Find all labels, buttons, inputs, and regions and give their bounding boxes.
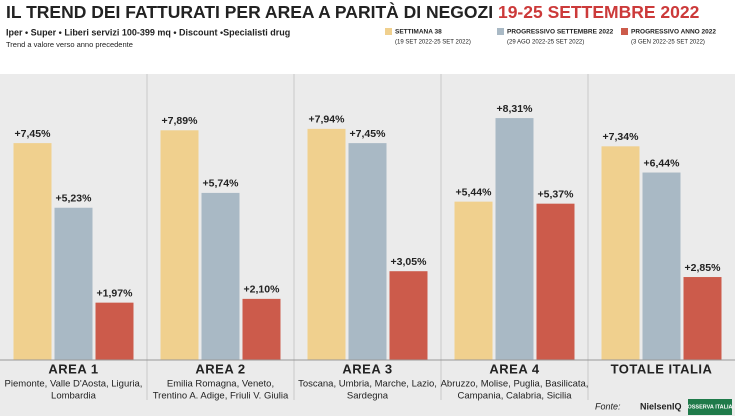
bar [601, 146, 640, 360]
value-label: +1,97% [97, 287, 134, 299]
category-note: Sardegna [347, 391, 389, 402]
legend-period: (3 GEN 2022-25 SET 2022) [631, 40, 705, 46]
value-label: +7,94% [309, 114, 346, 126]
value-label: +6,44% [644, 157, 681, 169]
value-label: +5,74% [203, 178, 240, 190]
bar [683, 277, 722, 360]
legend-label: PROGRESSIVO SETTEMBRE 2022 [507, 29, 614, 36]
x-tick-label: TOTALE ITALIA [611, 361, 713, 376]
bar [54, 207, 93, 360]
title-text: IL TREND DEI FATTURATI PER AREA A PARITÀ… [6, 1, 493, 22]
value-label: +5,44% [456, 186, 493, 198]
legend-swatch [497, 28, 504, 35]
bar [201, 192, 240, 360]
source-label: Fonte: [595, 401, 621, 411]
bar [536, 203, 575, 360]
category-note: Abruzzo, Molise, Puglia, Basilicata, [441, 379, 589, 390]
x-tick-label: AREA 3 [342, 361, 392, 376]
x-tick-label: AREA 4 [489, 361, 539, 376]
bar [242, 298, 281, 360]
source: OSSERVA ITALIA [687, 404, 732, 410]
x-tick-label: AREA 2 [195, 361, 245, 376]
category-note: Toscana, Umbria, Marche, Lazio, [298, 379, 437, 390]
category-note: Lombardia [51, 391, 97, 402]
x-tick-label: AREA 1 [48, 361, 98, 376]
legend-label: SETTIMANA 38 [395, 29, 442, 36]
category-note: Trentino A. Adige, Friuli V. Giulia [153, 391, 289, 402]
value-label: +7,89% [162, 115, 199, 127]
bar [454, 201, 493, 360]
value-label: +7,45% [350, 128, 387, 140]
subtitle-note: Trend a valore verso anno precedente [6, 40, 133, 49]
category-note: Piemonte, Valle D'Aosta, Liguria, [5, 379, 143, 390]
bar [348, 143, 387, 360]
category-note: Emilia Romagna, Veneto, [167, 379, 274, 390]
legend-period: (29 AGO 2022-25 SET 2022) [507, 40, 584, 46]
bar [160, 130, 199, 360]
bar [307, 128, 346, 360]
value-label: +7,34% [603, 131, 640, 143]
bar [642, 172, 681, 360]
legend-period: (19 SET 2022-25 SET 2022) [395, 40, 471, 46]
value-label: +7,45% [15, 128, 52, 140]
legend-label: PROGRESSIVO ANNO 2022 [631, 29, 716, 36]
subtitle: Iper • Super • Liberi servizi 100-399 mq… [6, 27, 290, 37]
value-label: +3,05% [391, 256, 428, 268]
legend-swatch [621, 28, 628, 35]
value-label: +2,10% [244, 284, 281, 296]
bar [495, 118, 534, 360]
chart-title: IL TREND DEI FATTURATI PER AREA A PARITÀ… [6, 1, 700, 22]
source: NielsenIQ [640, 401, 682, 411]
legend-swatch [385, 28, 392, 35]
value-label: +5,23% [56, 193, 93, 205]
value-label: +2,85% [685, 262, 722, 274]
source-logo [688, 399, 732, 415]
value-label: +8,31% [497, 103, 534, 115]
category-note: Campania, Calabria, Sicilia [457, 391, 572, 402]
bar [13, 143, 52, 360]
title-highlight: 19-25 SETTEMBRE 2022 [498, 2, 700, 22]
value-label: +5,37% [538, 188, 575, 200]
bar [389, 271, 428, 360]
bar [95, 302, 134, 360]
